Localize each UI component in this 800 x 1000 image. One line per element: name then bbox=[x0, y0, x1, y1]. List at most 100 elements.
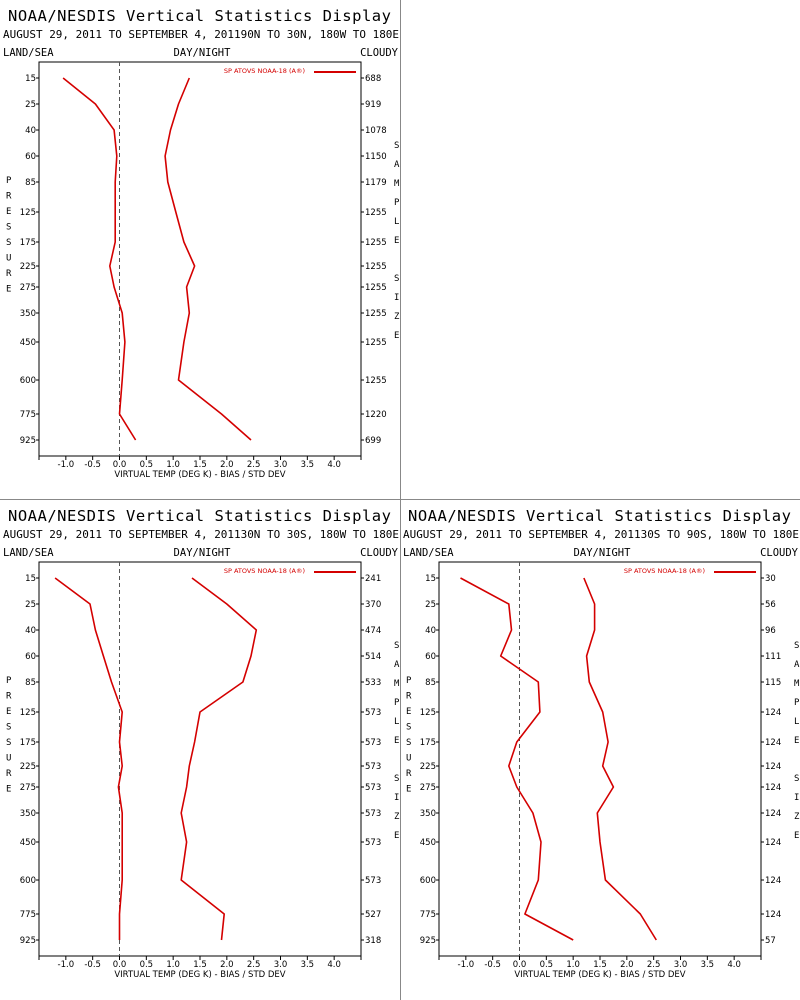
pressure-tick-label: 175 bbox=[420, 738, 436, 748]
sample-size-label: 1255 bbox=[365, 283, 387, 293]
pressure-tick-label: 275 bbox=[420, 783, 436, 793]
pressure-tick-label: 25 bbox=[25, 600, 36, 610]
pressure-tick-label: 125 bbox=[420, 708, 436, 718]
sample-size-label: 370 bbox=[365, 600, 381, 610]
horizontal-divider bbox=[0, 499, 800, 500]
x-tick-label: -0.5 bbox=[84, 960, 101, 970]
x-tick-label: 1.0 bbox=[566, 960, 580, 970]
sample-size-label: 1078 bbox=[365, 126, 387, 136]
x-tick-label: 2.0 bbox=[620, 960, 634, 970]
sample-size-label: 1255 bbox=[365, 238, 387, 248]
pressure-tick-label: 85 bbox=[25, 678, 36, 688]
pressure-tick-label: 40 bbox=[425, 626, 436, 636]
land-sea-header: LAND/SEA bbox=[3, 547, 54, 559]
legend-label: SP ATOVS NOAA-18 (A®) bbox=[224, 567, 305, 575]
x-tick-label: 4.0 bbox=[727, 960, 741, 970]
sample-size-label: 124 bbox=[765, 762, 781, 772]
sample-size-label: 124 bbox=[765, 876, 781, 886]
sample-size-label: 1255 bbox=[365, 262, 387, 272]
legend-label: SP ATOVS NOAA-18 (A®) bbox=[624, 567, 705, 575]
pressure-tick-label: 450 bbox=[420, 838, 436, 848]
sample-size-label: 124 bbox=[765, 783, 781, 793]
x-tick-label: -1.0 bbox=[458, 960, 475, 970]
x-tick-label: 0.0 bbox=[113, 460, 127, 470]
pressure-tick-label: 85 bbox=[25, 178, 36, 188]
bias-series-line bbox=[54, 577, 123, 940]
sample-size-label: 573 bbox=[365, 738, 381, 748]
sample-size-label: 1255 bbox=[365, 208, 387, 218]
pressure-tick-label: 925 bbox=[20, 936, 36, 946]
pressure-tick-label: 60 bbox=[425, 652, 436, 662]
pressure-tick-label: 15 bbox=[25, 74, 36, 84]
sample-size-label: 1255 bbox=[365, 376, 387, 386]
cloudy-header: CLOUDY bbox=[760, 547, 799, 559]
x-tick-label: -1.0 bbox=[58, 960, 75, 970]
pressure-tick-label: 225 bbox=[20, 762, 36, 772]
panel-title: NOAA/NESDIS Vertical Statistics Display bbox=[408, 507, 791, 525]
sample-size-label: 124 bbox=[765, 708, 781, 718]
sample-size-label: 124 bbox=[765, 838, 781, 848]
pressure-tick-label: 225 bbox=[20, 262, 36, 272]
panel-subtitle: AUGUST 29, 2011 TO SEPTEMBER 4, 201130N … bbox=[3, 529, 399, 541]
x-tick-label: 1.5 bbox=[193, 960, 207, 970]
x-axis-label: VIRTUAL TEMP (DEG K) - BIAS / STD DEV bbox=[514, 970, 685, 980]
sample-size-label: 111 bbox=[765, 652, 781, 662]
sample-size-label: 573 bbox=[365, 876, 381, 886]
panel-subtitle: AUGUST 29, 2011 TO SEPTEMBER 4, 201190N … bbox=[3, 29, 399, 41]
pressure-tick-label: 225 bbox=[420, 762, 436, 772]
x-tick-label: 2.5 bbox=[247, 460, 261, 470]
pressure-tick-label: 25 bbox=[25, 100, 36, 110]
x-tick-label: 0.5 bbox=[140, 960, 154, 970]
sample-size-label: 573 bbox=[365, 809, 381, 819]
sample-size-label: 124 bbox=[765, 738, 781, 748]
pressure-tick-label: 925 bbox=[420, 936, 436, 946]
pressure-tick-label: 450 bbox=[20, 838, 36, 848]
day-night-header: DAY/NIGHT bbox=[174, 547, 232, 559]
sample-size-label: 1150 bbox=[365, 152, 387, 162]
pressure-tick-label: 175 bbox=[20, 738, 36, 748]
x-tick-label: 0.0 bbox=[513, 960, 527, 970]
sample-size-label: 124 bbox=[765, 809, 781, 819]
pressure-tick-label: 450 bbox=[20, 338, 36, 348]
pressure-tick-label: 175 bbox=[20, 238, 36, 248]
stats-panel-south: NOAA/NESDIS Vertical Statistics Display A… bbox=[400, 500, 800, 1000]
day-night-header: DAY/NIGHT bbox=[174, 47, 232, 59]
x-tick-label: 3.5 bbox=[301, 960, 315, 970]
stats-panel-tropics: NOAA/NESDIS Vertical Statistics Display A… bbox=[0, 500, 400, 1000]
sample-size-label: 318 bbox=[365, 936, 381, 946]
sample-size-label: 699 bbox=[365, 436, 381, 446]
sample-size-label: 573 bbox=[365, 783, 381, 793]
sample-size-label: 533 bbox=[365, 678, 381, 688]
plot-frame bbox=[38, 561, 362, 957]
x-tick-label: 4.0 bbox=[327, 460, 341, 470]
day-night-header: DAY/NIGHT bbox=[574, 547, 632, 559]
x-tick-label: 2.0 bbox=[220, 460, 234, 470]
sample-size-label: 56 bbox=[765, 600, 776, 610]
land-sea-header: LAND/SEA bbox=[3, 47, 54, 59]
chart-svg: NOAA/NESDIS Vertical Statistics Display A… bbox=[3, 507, 400, 980]
sample-size-label: 96 bbox=[765, 626, 776, 636]
x-tick-label: 3.5 bbox=[701, 960, 715, 970]
pressure-tick-label: 60 bbox=[25, 152, 36, 162]
x-tick-label: 0.5 bbox=[140, 460, 154, 470]
x-tick-label: 0.5 bbox=[540, 960, 554, 970]
pressure-tick-label: 275 bbox=[20, 283, 36, 293]
x-tick-label: 3.5 bbox=[301, 460, 315, 470]
x-tick-label: 0.0 bbox=[113, 960, 127, 970]
sample-size-label: 1255 bbox=[365, 309, 387, 319]
pressure-tick-label: 600 bbox=[20, 376, 36, 386]
sample-size-label: 688 bbox=[365, 74, 381, 84]
pressure-tick-label: 600 bbox=[420, 876, 436, 886]
x-tick-label: 1.0 bbox=[166, 960, 180, 970]
vertical-divider bbox=[400, 0, 401, 1000]
pressure-tick-label: 275 bbox=[20, 783, 36, 793]
pressure-tick-label: 600 bbox=[20, 876, 36, 886]
stats-panel-north: NOAA/NESDIS Vertical Statistics Display A… bbox=[0, 0, 400, 500]
x-tick-label: 1.0 bbox=[166, 460, 180, 470]
sample-size-label: 474 bbox=[365, 626, 381, 636]
pressure-tick-label: 125 bbox=[20, 208, 36, 218]
sample-size-label: 573 bbox=[365, 762, 381, 772]
x-tick-label: 2.5 bbox=[247, 960, 261, 970]
